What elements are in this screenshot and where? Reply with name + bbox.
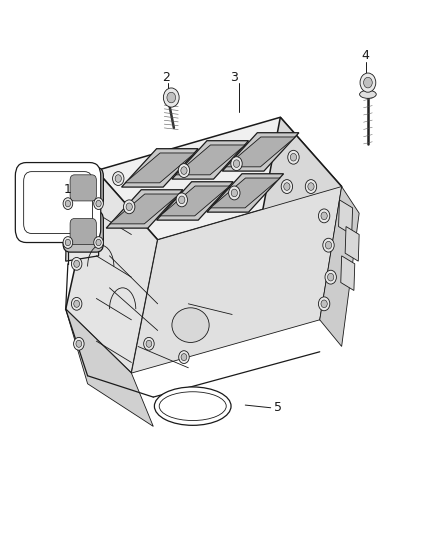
Circle shape — [94, 198, 103, 209]
Circle shape — [360, 73, 376, 92]
Circle shape — [321, 300, 327, 308]
Polygon shape — [106, 190, 183, 228]
Polygon shape — [157, 182, 233, 220]
Circle shape — [181, 167, 187, 174]
Circle shape — [113, 172, 124, 185]
Ellipse shape — [172, 308, 209, 342]
Circle shape — [76, 340, 82, 348]
Circle shape — [115, 175, 121, 182]
FancyBboxPatch shape — [63, 211, 103, 252]
Circle shape — [163, 88, 179, 107]
Circle shape — [71, 297, 82, 310]
Circle shape — [124, 200, 135, 214]
Polygon shape — [254, 117, 342, 320]
Circle shape — [325, 270, 336, 284]
Circle shape — [74, 337, 84, 350]
Text: 4: 4 — [362, 50, 370, 62]
Circle shape — [181, 353, 187, 361]
Polygon shape — [66, 171, 158, 373]
Circle shape — [308, 183, 314, 190]
Circle shape — [71, 257, 82, 270]
Polygon shape — [320, 187, 359, 346]
Circle shape — [364, 77, 372, 88]
Polygon shape — [110, 194, 180, 224]
Text: 1: 1 — [64, 183, 72, 196]
Circle shape — [63, 237, 73, 248]
Circle shape — [229, 186, 240, 200]
Circle shape — [176, 193, 187, 207]
Circle shape — [325, 241, 332, 249]
FancyBboxPatch shape — [70, 219, 96, 245]
Text: 3: 3 — [230, 71, 238, 84]
Polygon shape — [172, 141, 249, 179]
FancyBboxPatch shape — [24, 172, 92, 233]
Circle shape — [231, 189, 237, 197]
Polygon shape — [160, 186, 230, 216]
Circle shape — [126, 203, 132, 211]
Polygon shape — [222, 133, 299, 171]
Polygon shape — [131, 187, 342, 373]
Polygon shape — [66, 309, 153, 426]
Circle shape — [321, 212, 327, 220]
Circle shape — [323, 238, 334, 252]
Circle shape — [65, 200, 71, 207]
Circle shape — [146, 340, 152, 348]
Circle shape — [144, 337, 154, 350]
Circle shape — [231, 157, 242, 171]
Polygon shape — [96, 117, 342, 240]
Circle shape — [290, 154, 297, 161]
FancyBboxPatch shape — [63, 167, 103, 208]
Circle shape — [94, 237, 103, 248]
Circle shape — [328, 273, 334, 281]
Circle shape — [74, 260, 80, 268]
Circle shape — [63, 198, 73, 209]
Circle shape — [281, 180, 293, 193]
Polygon shape — [207, 174, 284, 212]
FancyBboxPatch shape — [70, 175, 96, 201]
Circle shape — [74, 300, 80, 308]
Text: 5: 5 — [274, 401, 282, 414]
Circle shape — [318, 209, 330, 223]
Circle shape — [179, 351, 189, 364]
Circle shape — [288, 150, 299, 164]
Ellipse shape — [154, 387, 231, 425]
Polygon shape — [345, 227, 359, 261]
Polygon shape — [226, 137, 295, 167]
FancyBboxPatch shape — [15, 163, 101, 243]
Circle shape — [96, 200, 101, 207]
Circle shape — [318, 297, 330, 311]
Circle shape — [179, 196, 185, 204]
Circle shape — [167, 92, 176, 103]
Circle shape — [305, 180, 317, 193]
Polygon shape — [339, 200, 353, 235]
Text: 2: 2 — [162, 71, 170, 84]
Circle shape — [65, 239, 71, 246]
Circle shape — [96, 239, 101, 246]
Polygon shape — [125, 153, 194, 183]
Polygon shape — [341, 256, 355, 290]
Polygon shape — [66, 168, 101, 261]
Circle shape — [178, 164, 190, 177]
Circle shape — [284, 183, 290, 190]
Polygon shape — [211, 178, 280, 208]
Ellipse shape — [360, 90, 376, 99]
Polygon shape — [122, 149, 198, 187]
Polygon shape — [175, 145, 245, 175]
Circle shape — [233, 160, 240, 167]
Ellipse shape — [159, 392, 226, 421]
